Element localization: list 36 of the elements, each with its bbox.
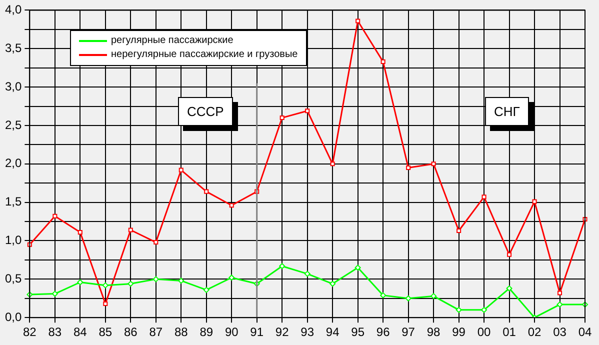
- x-tick-label: 94: [326, 325, 340, 340]
- y-tick-label: 1,0: [4, 233, 22, 248]
- y-tick-label: 1,5: [4, 194, 22, 209]
- legend-label: нерегулярные пассажирские и грузовые: [111, 48, 298, 62]
- y-tick-label: 2,5: [4, 118, 22, 132]
- x-tick-label: 88: [174, 325, 188, 340]
- x-tick-label: 96: [376, 325, 390, 340]
- annotation: СССР: [178, 97, 233, 126]
- x-tick-label: 86: [124, 325, 138, 340]
- annotation: СНГ: [485, 97, 529, 126]
- x-tick-label: 95: [351, 325, 365, 340]
- x-tick-label: 01: [502, 325, 516, 340]
- x-tick-label: 02: [528, 325, 542, 340]
- x-tick-label: 03: [553, 325, 567, 340]
- x-tick-label: 91: [250, 325, 264, 340]
- x-tick-label: 90: [224, 325, 239, 340]
- x-tick-label: 83: [48, 325, 62, 340]
- x-tick-label: 92: [275, 325, 290, 340]
- y-tick-label: 0,5: [4, 271, 22, 286]
- x-tick-label: 97: [402, 325, 416, 340]
- x-tick-label: 00: [477, 325, 492, 340]
- x-tick-label: 98: [426, 325, 441, 340]
- x-tick-label: 89: [200, 325, 214, 340]
- x-tick-label: 84: [73, 325, 88, 340]
- x-tick-label: 85: [98, 325, 112, 340]
- y-tick-label: 0,0: [4, 310, 22, 324]
- y-tick-label: 3,0: [4, 79, 22, 94]
- x-tick-label: 04: [578, 325, 592, 340]
- x-tick-label: 82: [23, 325, 37, 340]
- legend-label: регулярные пассажирские: [111, 34, 234, 48]
- x-tick-label: 99: [452, 325, 466, 340]
- y-tick-label: 4,0: [4, 2, 22, 17]
- y-tick-label: 2,0: [4, 156, 22, 170]
- y-tick-label: 3,5: [4, 40, 22, 55]
- x-tick-label: 93: [300, 325, 314, 340]
- x-tick-label: 87: [149, 325, 163, 340]
